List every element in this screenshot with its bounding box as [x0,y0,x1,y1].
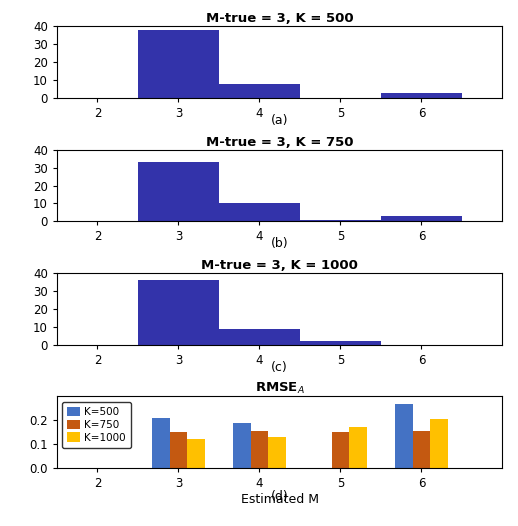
Bar [152,418,170,468]
Bar [233,423,251,468]
Bar [219,204,300,221]
Bar [219,84,300,98]
Bar [332,432,349,468]
Text: (d): (d) [271,490,289,503]
Text: (a): (a) [271,114,289,127]
Bar [381,216,462,221]
Bar [219,329,300,345]
Text: (c): (c) [271,360,288,373]
Title: M-true = 3, K = 750: M-true = 3, K = 750 [206,136,353,148]
Bar [349,428,367,468]
Legend: K=500, K=750, K=1000: K=500, K=750, K=1000 [62,402,131,448]
Bar [138,162,219,221]
Bar [300,220,381,221]
Bar [268,437,286,468]
Bar [251,431,268,468]
X-axis label: Estimated M: Estimated M [241,493,319,506]
Bar [187,439,205,468]
Bar [170,432,187,468]
Bar [300,341,381,345]
Text: (b): (b) [271,237,289,250]
Bar [138,280,219,345]
Bar [395,403,413,468]
Bar [381,93,462,98]
Bar [413,431,430,468]
Bar [430,419,448,468]
Title: RMSE$_A$: RMSE$_A$ [255,381,305,397]
Title: M-true = 3, K = 1000: M-true = 3, K = 1000 [202,259,358,272]
Title: M-true = 3, K = 500: M-true = 3, K = 500 [206,12,353,25]
Bar [138,30,219,98]
